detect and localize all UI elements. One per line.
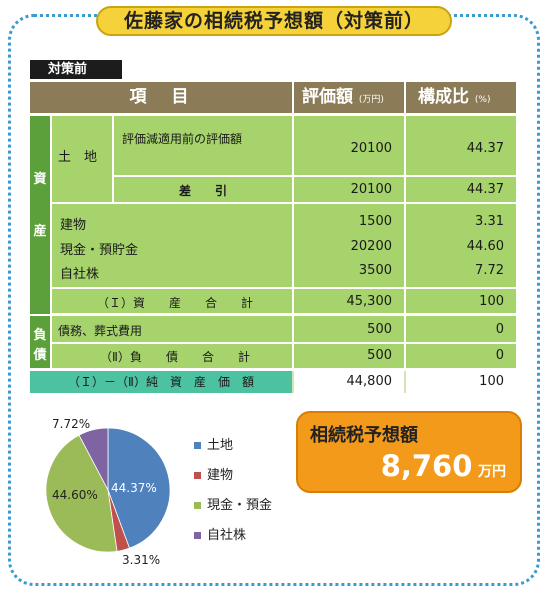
legend-label-land: 土地 — [207, 438, 234, 453]
table-body — [52, 116, 516, 368]
header-item: 項 目 — [30, 82, 292, 113]
land-pre-ratio: 44.37 — [466, 141, 504, 156]
legend-swatch-stock — [194, 532, 201, 539]
land-net-value: 20100 — [350, 182, 392, 197]
stock-label: 自社株 — [60, 267, 100, 282]
land-pre-label: 評価減適用前の評価額 — [122, 132, 243, 146]
legend-item-stock: 自社株 — [194, 524, 246, 543]
header-ratio-label: 構成比 — [418, 87, 469, 107]
header-ratio-unit: (%) — [474, 95, 491, 105]
assets-category: 資 産 — [30, 116, 50, 314]
header-value-unit: (万円) — [358, 95, 384, 105]
legend-item-land: 土地 — [194, 434, 233, 453]
assets-char-1: 資 — [33, 172, 47, 187]
liab-total-ratio: 0 — [495, 348, 504, 363]
legend-label-building: 建物 — [207, 468, 234, 483]
net-total-ratio: 100 — [479, 374, 504, 389]
building-ratio: 3.31 — [475, 214, 504, 229]
building-label: 建物 — [60, 218, 87, 233]
pie-label-cash: 44.60% — [52, 488, 98, 502]
legend-swatch-building — [194, 472, 201, 479]
stock-ratio: 7.72 — [475, 263, 504, 278]
liab-char-2: 債 — [33, 348, 47, 363]
land-label: 土 地 — [58, 150, 98, 165]
tax-value: 8,760 — [380, 449, 473, 483]
cash-ratio: 44.60 — [466, 239, 504, 254]
liab-ratio: 0 — [495, 322, 504, 337]
header-item-label: 項 目 — [129, 87, 193, 107]
scenario-tag: 対策前 — [30, 60, 122, 79]
net-total-label-cell: （Ｉ）－（Ⅱ）純 資 産 価 額 — [30, 371, 292, 393]
liab-total-value: 500 — [367, 348, 392, 363]
header-ratio: 構成比 (%) — [406, 82, 516, 113]
liab-label: 債務、葬式費用 — [58, 324, 143, 338]
legend-label-stock: 自社株 — [207, 528, 247, 543]
cash-label: 現金・預貯金 — [60, 243, 139, 258]
tax-label: 相続税予想額 — [310, 425, 418, 446]
pie-label-land: 44.37% — [111, 481, 157, 495]
legend-item-building: 建物 — [194, 464, 233, 483]
liab-char-1: 負 — [33, 328, 47, 343]
pie-label-building: 3.31% — [122, 553, 161, 567]
pie-chart — [40, 422, 176, 558]
liabilities-category: 負 債 — [30, 316, 50, 368]
assets-total-ratio: 100 — [479, 294, 504, 309]
land-pre-value: 20100 — [350, 141, 392, 156]
pie-slice-stock — [78, 427, 109, 491]
tax-unit: 万円 — [478, 464, 506, 480]
legend-item-cash: 現金・預金 — [194, 494, 272, 513]
header-value: 評価額 (万円) — [294, 82, 404, 113]
net-total-value: 44,800 — [346, 374, 393, 389]
assets-total-label: （Ｉ）資 産 合 計 — [96, 296, 253, 310]
assets-char-2: 産 — [33, 224, 47, 239]
tax-amount: 8,760 万円 — [381, 449, 506, 483]
pie-slice-land — [107, 427, 171, 549]
building-value: 1500 — [358, 214, 392, 229]
land-net-label: 差 引 — [178, 184, 227, 198]
legend-swatch-cash — [194, 502, 201, 509]
pie-chart-svg — [45, 427, 171, 553]
land-net-ratio: 44.37 — [466, 182, 504, 197]
liab-total-label: （Ⅱ）負 債 合 計 — [100, 350, 250, 364]
pie-label-stock: 7.72% — [52, 417, 91, 431]
stock-value: 3500 — [358, 263, 392, 278]
cash-value: 20200 — [350, 239, 392, 254]
liab-value: 500 — [367, 322, 392, 337]
legend-swatch-land — [194, 442, 201, 449]
tax-estimate-box: 相続税予想額 8,760 万円 — [296, 411, 522, 493]
header-value-label: 評価額 — [302, 87, 353, 107]
assets-total-value: 45,300 — [346, 294, 393, 309]
net-total-label: （Ｉ）－（Ⅱ）純 資 産 価 額 — [68, 375, 254, 389]
page-title: 佐藤家の相続税予想額（対策前） — [96, 6, 452, 36]
pie-slice-cash — [45, 434, 118, 553]
legend-label-cash: 現金・預金 — [207, 498, 273, 513]
